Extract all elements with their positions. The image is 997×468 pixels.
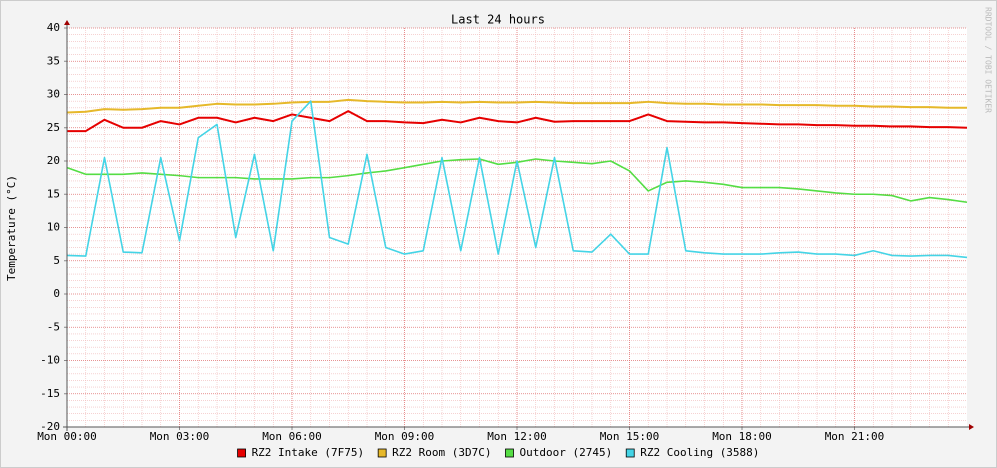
y-tick-label: 20 [47,154,60,167]
y-tick-label: -15 [40,387,60,400]
y-tick-label: -10 [40,354,60,367]
x-axis-arrow [969,424,974,430]
legend-swatch [625,448,635,458]
watermark: RRDTOOL / TOBI OETIKER [984,7,993,113]
x-tick-label: Mon 15:00 [600,430,660,443]
y-tick-label: 10 [47,221,60,234]
y-tick-label: -20 [40,420,60,433]
legend-label: Outdoor (2745) [520,446,613,459]
series-line [66,100,968,259]
y-tick-label: 25 [47,121,60,134]
y-tick-label: 35 [47,54,60,67]
y-tick-label: -5 [47,320,60,333]
x-tick-label: Mon 09:00 [375,430,435,443]
legend-swatch [237,448,246,458]
x-tick-label: Mon 12:00 [487,430,547,443]
series-line [66,98,967,114]
x-tick-label: Mon 06:00 [262,430,322,443]
y-tick-label: 30 [47,88,60,101]
series-line [67,110,968,133]
x-tick-label: Mon 18:00 [712,430,772,443]
x-tick-label: Mon 00:00 [37,430,97,443]
y-tick-label: 15 [47,187,60,200]
y-axis-label: Temperature (°C) [5,175,18,281]
legend-label: RZ2 Cooling (3588) [640,446,759,459]
y-tick-label: 0 [53,287,60,300]
x-tick-label: Mon 21:00 [825,430,885,443]
chart-title: Last 24 hours [451,13,545,27]
x-tick-label: Mon 03:00 [150,430,210,443]
y-axis-arrow [64,20,70,25]
y-tick-label: 40 [47,21,60,34]
y-tick-label: 5 [53,254,60,267]
legend-swatch [505,448,514,458]
legend-swatch [377,448,387,458]
legend-label: RZ2 Intake (7F75) [252,446,365,459]
legend-label: RZ2 Room (3D7C) [392,446,491,459]
